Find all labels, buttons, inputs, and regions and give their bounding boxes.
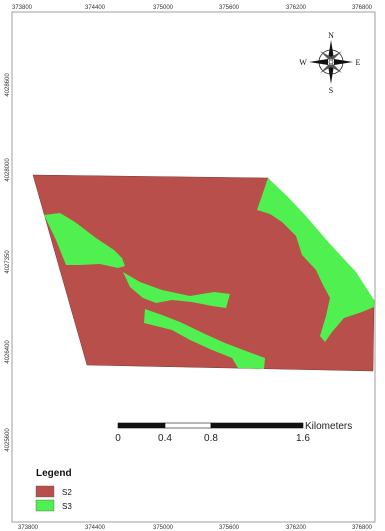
x-tick-label: 376800 xyxy=(352,525,373,531)
legend-label-s2: S2 xyxy=(62,488,72,497)
compass-label-s: S xyxy=(329,86,333,95)
compass-label-n: N xyxy=(328,31,334,40)
legend-swatch-s2 xyxy=(35,485,55,498)
compass-needle-s xyxy=(328,65,334,84)
y-tick-label: 4027350 xyxy=(5,250,11,274)
compass-needle-w xyxy=(309,59,328,65)
y-tick-label: 4026400 xyxy=(5,340,11,364)
zone-s3 xyxy=(144,309,265,369)
x-tick-label: 374400 xyxy=(85,5,106,11)
compass-needle-sw xyxy=(320,64,333,73)
x-tick-label: 376200 xyxy=(286,525,307,531)
scale-segment xyxy=(210,422,304,429)
scale-tick-label: 1.6 xyxy=(296,433,310,444)
scale-tick-label: 0.8 xyxy=(204,433,218,444)
top-axis-ticks: 373800 374400 375000 375600 376200 37680… xyxy=(12,5,373,11)
legend-title: Legend xyxy=(36,468,72,479)
compass-needle-n xyxy=(328,40,334,59)
scale-bar: Kilometers 0 0.4 0.8 1.6 xyxy=(115,421,352,444)
zone-s3-patches xyxy=(44,178,374,369)
compass-label-e: E xyxy=(356,58,361,67)
legend-swatch-s3 xyxy=(35,499,55,512)
scale-segment xyxy=(117,422,166,429)
legend-label-s3: S3 xyxy=(62,502,72,511)
y-tick-label: 4028600 xyxy=(5,73,11,97)
left-axis-ticks: 4028600 4028000 4027350 4026400 4025600 xyxy=(5,73,11,452)
x-tick-label: 374400 xyxy=(85,525,106,531)
x-tick-label: 376800 xyxy=(352,5,373,11)
zone-s3 xyxy=(44,213,125,268)
x-tick-label: 375000 xyxy=(153,5,174,11)
x-tick-label: 373800 xyxy=(18,525,39,531)
scale-tick-label: 0 xyxy=(115,433,121,444)
north-arrow: N S E W xyxy=(299,31,360,95)
x-tick-label: 373800 xyxy=(12,5,33,11)
zone-s3 xyxy=(257,178,374,342)
x-tick-label: 375600 xyxy=(219,5,240,11)
compass-needle-e xyxy=(334,59,353,65)
legend: Legend S2 S3 xyxy=(35,468,72,512)
bottom-axis-ticks: 373800 374400 375000 375600 376200 37680… xyxy=(18,525,373,531)
zone-s3 xyxy=(123,272,230,308)
compass-needle-nw xyxy=(320,51,333,60)
compass-label-w: W xyxy=(299,58,307,67)
x-tick-label: 375600 xyxy=(219,525,240,531)
scale-tick-label: 0.4 xyxy=(158,433,172,444)
x-tick-label: 376200 xyxy=(286,5,307,11)
y-tick-label: 4025600 xyxy=(5,428,11,452)
scale-unit-label: Kilometers xyxy=(305,421,352,432)
x-tick-label: 375000 xyxy=(153,525,174,531)
scale-segment xyxy=(164,422,212,429)
y-tick-label: 4028000 xyxy=(5,158,11,182)
